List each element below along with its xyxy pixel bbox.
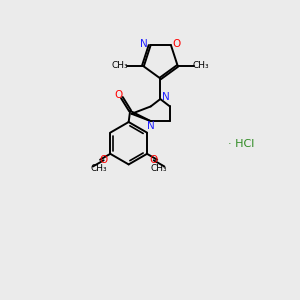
Text: CH₃: CH₃ <box>193 61 209 70</box>
Text: O: O <box>114 90 122 100</box>
Text: CH₃: CH₃ <box>91 164 107 173</box>
Text: O: O <box>100 155 108 165</box>
Text: CH₃: CH₃ <box>150 164 167 173</box>
Text: N: N <box>140 39 148 49</box>
Text: N: N <box>162 92 170 102</box>
Text: O: O <box>172 39 181 49</box>
Text: · HCl: · HCl <box>228 139 254 149</box>
Text: N: N <box>147 122 154 131</box>
Text: CH₃: CH₃ <box>111 61 128 70</box>
Text: O: O <box>149 155 158 165</box>
